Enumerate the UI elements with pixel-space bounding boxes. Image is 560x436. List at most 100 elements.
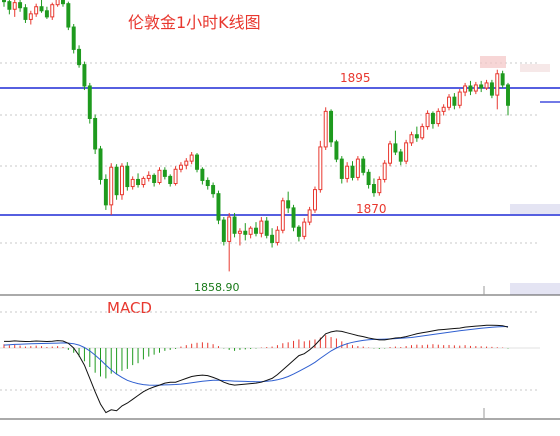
candle-body — [173, 168, 178, 185]
candle-body — [7, 1, 12, 10]
candle-body — [23, 7, 28, 20]
candle-body — [66, 3, 71, 28]
candle-body — [114, 166, 119, 196]
candle-body — [404, 142, 409, 162]
candle-body — [71, 26, 76, 50]
candle-body — [473, 84, 478, 92]
candle-body — [393, 143, 398, 153]
candle-body — [34, 6, 39, 15]
candle-body — [318, 146, 323, 191]
candle-body — [130, 178, 135, 188]
candle-body — [125, 165, 130, 188]
candle-body — [479, 84, 484, 89]
candle-body — [350, 165, 355, 178]
candle-body — [216, 193, 221, 221]
candle-body — [39, 6, 44, 12]
candle-body — [430, 112, 435, 125]
candle-body — [264, 220, 269, 236]
watermark-patch — [510, 283, 560, 295]
candle-body — [302, 221, 307, 237]
candle-body — [254, 227, 258, 234]
candle-body — [307, 209, 312, 223]
candle-body — [339, 158, 344, 179]
candle-body — [243, 230, 248, 235]
candle-body — [211, 185, 216, 195]
candle-body — [313, 189, 317, 211]
candle-body — [457, 91, 462, 106]
candle-body — [44, 10, 49, 18]
candle-body — [87, 85, 92, 119]
candle-body — [329, 110, 334, 143]
candle-body — [382, 162, 387, 180]
candle-body — [237, 230, 242, 234]
candle-body — [189, 154, 194, 162]
candle-body — [441, 106, 446, 112]
watermark-patch — [480, 56, 506, 68]
macd-grid — [0, 311, 540, 391]
candle-body — [414, 134, 419, 139]
candle-body — [291, 207, 296, 228]
candle-body — [447, 96, 451, 108]
candle-body — [50, 4, 55, 18]
level-label-lower: 1870 — [356, 202, 387, 216]
candle-body — [377, 178, 382, 194]
candle-body — [468, 85, 473, 92]
candle-body — [162, 169, 167, 177]
candle-body — [195, 154, 199, 170]
macd-title: MACD — [107, 299, 152, 317]
candle-body — [28, 13, 33, 20]
candle-body — [420, 126, 425, 139]
candle-body — [345, 165, 350, 179]
candle-body — [436, 110, 441, 125]
candle-body — [77, 48, 82, 66]
candle-body — [146, 174, 151, 179]
candle-body — [296, 226, 301, 237]
candle-body — [12, 2, 17, 10]
macd-dif-line — [4, 324, 509, 414]
low-price-label: 1858.90 — [194, 281, 240, 294]
candle-body — [141, 177, 146, 186]
candle-body — [506, 84, 510, 106]
candle-body — [323, 110, 328, 148]
candle-body — [286, 200, 291, 209]
candle-body — [484, 82, 489, 89]
candle-body — [463, 85, 468, 93]
level-label-upper: 1895 — [340, 71, 371, 85]
candle-body — [275, 229, 280, 243]
candle-body — [495, 73, 500, 96]
candle-body — [334, 141, 339, 160]
candle-body — [221, 219, 226, 242]
candle-body — [361, 158, 366, 173]
candle-body — [18, 2, 23, 9]
macd-dea-line — [3, 326, 509, 386]
watermark-patch — [510, 204, 560, 214]
candle-body — [398, 151, 403, 162]
candle-body — [136, 178, 141, 186]
candle-body — [425, 112, 430, 128]
candle-body — [248, 227, 253, 235]
candle-body — [93, 117, 98, 150]
candle-body — [82, 64, 87, 87]
candle-body — [366, 171, 371, 186]
candle-body — [119, 165, 124, 196]
candle-body — [103, 178, 108, 206]
candle-body — [355, 158, 360, 178]
watermark-patch — [520, 64, 550, 72]
candle-body — [61, 0, 65, 5]
candle-body — [500, 73, 505, 86]
candle-body — [200, 168, 205, 181]
candle-body — [280, 200, 285, 231]
candle-body — [168, 175, 173, 185]
macd-histogram — [3, 335, 509, 379]
candle-body — [152, 174, 157, 183]
candle-body — [157, 169, 162, 183]
candle-body — [98, 148, 103, 180]
candle-body — [184, 160, 189, 166]
candlestick-series — [2, 0, 510, 272]
candle-body — [371, 184, 376, 194]
candle-body — [178, 164, 183, 170]
candle-body — [409, 134, 414, 144]
candle-body — [205, 179, 210, 187]
